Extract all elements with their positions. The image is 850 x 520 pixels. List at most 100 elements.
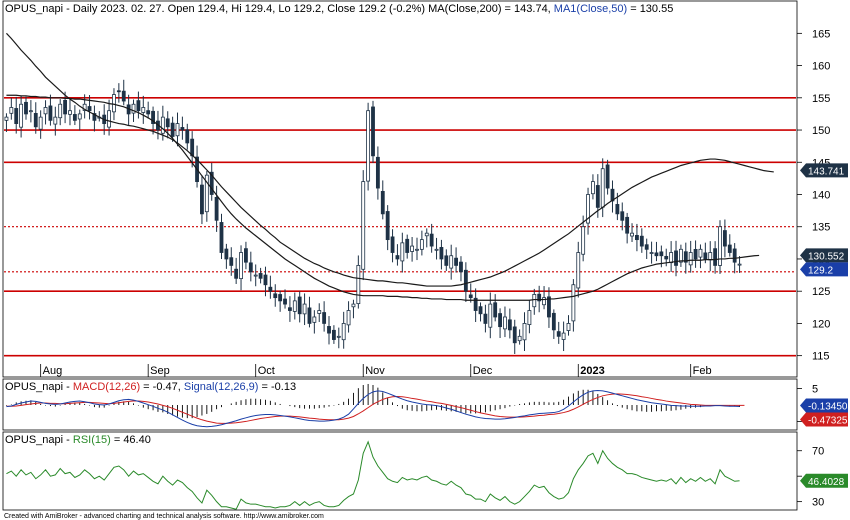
macd-tag-0-label: -0.134503	[808, 401, 850, 412]
candle-body	[586, 194, 590, 224]
candle-body	[239, 252, 243, 280]
candle	[635, 223, 639, 252]
candle-body	[346, 310, 351, 326]
candle	[581, 215, 586, 262]
candle-body	[527, 310, 532, 326]
candle-body	[283, 298, 287, 305]
candle	[28, 100, 33, 123]
candle-body	[488, 303, 493, 328]
candle-body	[737, 263, 742, 266]
ma200-line	[6, 32, 774, 287]
candle	[234, 257, 239, 284]
price-tag-1-bg	[800, 248, 848, 263]
candle	[38, 110, 43, 139]
candle-body	[468, 294, 473, 299]
candle-body	[170, 122, 175, 137]
macd-header-mid: = -0.47,	[140, 381, 184, 393]
candle-body	[537, 293, 542, 302]
price-tag-1-label: 130.552	[808, 251, 845, 262]
candle	[727, 234, 732, 257]
candle	[229, 247, 234, 276]
candle	[459, 256, 463, 282]
candle-body	[165, 118, 170, 128]
candle-body	[19, 103, 24, 128]
candle-body	[674, 250, 678, 266]
candle	[429, 223, 434, 253]
candle-body	[395, 255, 400, 260]
candle	[351, 299, 356, 319]
candle-body	[209, 171, 214, 195]
candle-body	[263, 274, 268, 286]
macd-tag-1-bg	[800, 412, 848, 427]
candle-body	[53, 116, 58, 125]
rsi-tag-0-bg	[800, 473, 848, 488]
candle-body	[229, 257, 234, 266]
candle-body	[463, 269, 468, 292]
candle-body	[112, 94, 116, 113]
candle-body	[571, 284, 576, 322]
candle-body	[498, 313, 502, 328]
candle-body	[722, 230, 727, 247]
candle-body	[639, 235, 644, 247]
candle-body	[522, 323, 527, 341]
candle	[244, 241, 248, 270]
candle-body	[331, 329, 336, 340]
candle-body	[244, 248, 248, 263]
candle	[556, 321, 561, 344]
candle	[68, 99, 72, 126]
candle-body	[287, 307, 292, 311]
candle	[454, 247, 459, 273]
candle-body	[190, 138, 195, 157]
macd-tag-1: -0.47325	[800, 412, 848, 427]
candle	[395, 244, 400, 266]
candle-body	[566, 323, 571, 331]
y-tick-165: 165	[812, 28, 830, 40]
candle-body	[107, 110, 111, 128]
candle-body	[322, 312, 327, 324]
candle-body	[581, 226, 586, 255]
candle-body	[615, 204, 620, 215]
candle	[415, 237, 419, 261]
candle-body	[327, 326, 331, 334]
candle	[180, 116, 185, 140]
candle-body	[635, 234, 639, 241]
y-tick-160: 160	[812, 61, 830, 73]
support-resistance-lines	[4, 97, 796, 357]
candle-body	[380, 191, 385, 215]
candle	[116, 83, 121, 103]
price-tag-0: 143.741	[800, 163, 848, 178]
candle-body	[204, 174, 209, 213]
candle-body	[356, 265, 361, 305]
candle-body	[434, 248, 439, 251]
candle	[375, 146, 380, 200]
price-plot-frame	[2, 0, 798, 378]
candle	[468, 283, 473, 303]
macd-header: OPUS_napi - MACD(12,26) = -0.47, Signal(…	[5, 381, 296, 393]
candle	[688, 240, 693, 273]
candle-body	[68, 110, 72, 115]
candle	[317, 303, 322, 322]
candle	[258, 267, 263, 284]
candle	[576, 241, 581, 298]
macd-tick-5: 5	[812, 384, 818, 396]
candle	[273, 284, 278, 307]
candle	[444, 249, 449, 271]
candle-body	[503, 316, 507, 330]
candle-body	[72, 114, 77, 121]
candle-body	[136, 100, 141, 112]
candle	[331, 325, 336, 344]
candle	[312, 310, 317, 334]
candle	[287, 296, 292, 322]
candle-body	[214, 196, 219, 221]
candle-body	[141, 107, 146, 113]
candle	[532, 288, 537, 315]
candle	[380, 180, 385, 220]
candle-body	[551, 312, 556, 331]
price-header-suffix: = 130.55	[627, 3, 673, 15]
candle	[561, 321, 566, 352]
candle-body	[390, 236, 395, 253]
candle-body	[219, 222, 224, 253]
candle-body	[48, 105, 53, 121]
candle-body	[268, 286, 273, 292]
price-last-value-tags: 143.741 130.552 129.2	[800, 163, 848, 277]
